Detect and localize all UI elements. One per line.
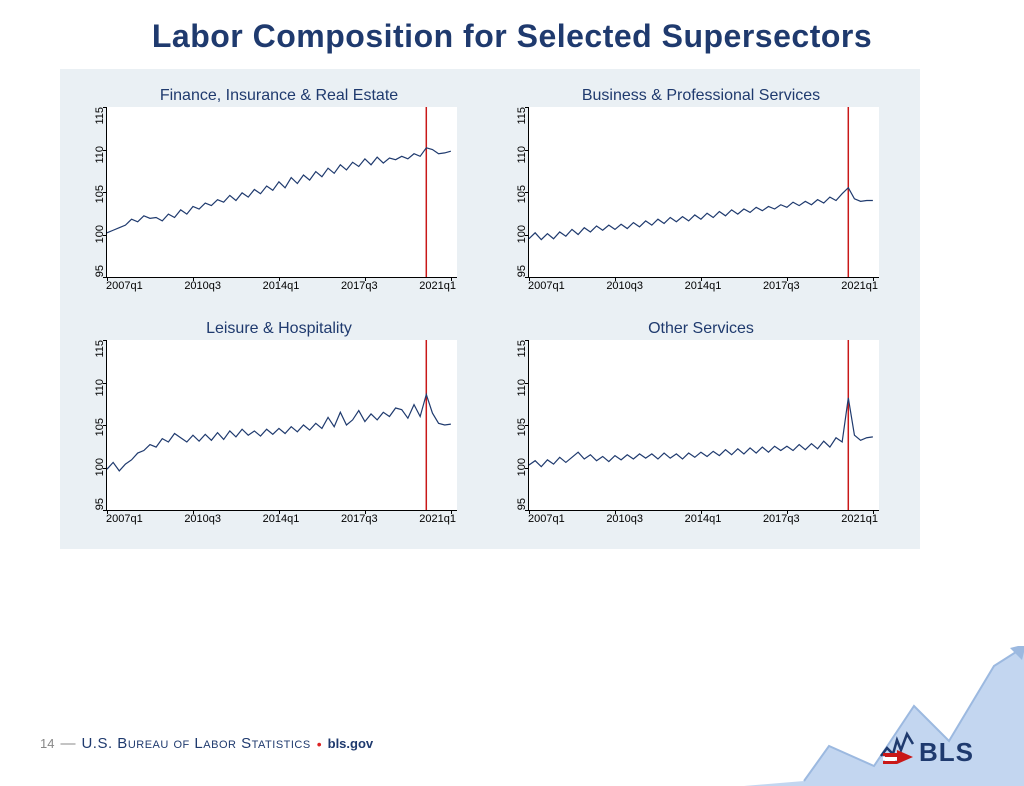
footer-org: U.S. Bureau of Labor Statistics <box>81 735 310 752</box>
x-axis: 2007q1 2010q3 2014q1 2017q3 2021q1 <box>528 280 878 292</box>
footer: 14 — U.S. Bureau of Labor Statistics • b… <box>40 735 373 752</box>
x-tick: 2021q1 <box>841 513 878 525</box>
y-tick: 105 <box>517 185 528 203</box>
x-tick: 2010q3 <box>184 280 221 292</box>
series-line <box>529 398 873 467</box>
plot-area <box>528 107 879 278</box>
plot-area <box>106 340 457 511</box>
x-tick: 2017q3 <box>341 280 378 292</box>
bls-logo: BLS <box>879 730 974 774</box>
x-tick: 2017q3 <box>341 513 378 525</box>
page-number: 14 <box>40 736 54 751</box>
plot-area <box>106 107 457 278</box>
x-tick: 2010q3 <box>184 513 221 525</box>
x-tick: 2007q1 <box>106 513 143 525</box>
subplot-4: Other Services951001051101152007q12010q3… <box>502 320 900 525</box>
subplot-2: Business & Professional Services95100105… <box>502 87 900 292</box>
x-tick: 2014q1 <box>685 280 722 292</box>
x-tick: 2007q1 <box>528 280 565 292</box>
footer-site: bls.gov <box>328 736 374 751</box>
x-tick: 2021q1 <box>419 513 456 525</box>
series-line <box>107 148 451 233</box>
x-tick: 2010q3 <box>606 513 643 525</box>
subplot-3: Leisure & Hospitality951001051101152007q… <box>80 320 478 525</box>
plot-area <box>528 340 879 511</box>
y-tick: 95 <box>517 265 528 277</box>
subplot-title: Finance, Insurance & Real Estate <box>80 87 478 105</box>
y-tick: 95 <box>517 498 528 510</box>
y-tick: 115 <box>517 340 528 358</box>
y-tick: 115 <box>517 107 528 125</box>
x-tick: 2010q3 <box>606 280 643 292</box>
x-tick: 2014q1 <box>263 513 300 525</box>
y-tick: 105 <box>95 418 106 436</box>
y-tick: 95 <box>95 498 106 510</box>
subplot-title: Other Services <box>502 320 900 338</box>
x-tick: 2007q1 <box>106 280 143 292</box>
x-tick: 2021q1 <box>419 280 456 292</box>
x-axis: 2007q1 2010q3 2014q1 2017q3 2021q1 <box>106 513 456 525</box>
footer-dash: — <box>60 735 75 752</box>
x-tick: 2017q3 <box>763 513 800 525</box>
subplot-1: Finance, Insurance & Real Estate95100105… <box>80 87 478 292</box>
y-tick: 105 <box>95 185 106 203</box>
subplot-title: Leisure & Hospitality <box>80 320 478 338</box>
x-tick: 2021q1 <box>841 280 878 292</box>
bls-text: BLS <box>919 737 974 768</box>
chart-panel: Finance, Insurance & Real Estate95100105… <box>60 69 920 549</box>
x-tick: 2014q1 <box>685 513 722 525</box>
subplot-title: Business & Professional Services <box>502 87 900 105</box>
x-axis: 2007q1 2010q3 2014q1 2017q3 2021q1 <box>106 280 456 292</box>
series-line <box>107 394 451 471</box>
page-title: Labor Composition for Selected Supersect… <box>0 18 1024 55</box>
x-tick: 2014q1 <box>263 280 300 292</box>
y-tick: 115 <box>95 340 106 358</box>
x-axis: 2007q1 2010q3 2014q1 2017q3 2021q1 <box>528 513 878 525</box>
footer-bullet: • <box>317 736 322 752</box>
y-tick: 95 <box>95 265 106 277</box>
series-line <box>529 188 873 240</box>
y-tick: 105 <box>517 418 528 436</box>
x-tick: 2007q1 <box>528 513 565 525</box>
x-tick: 2017q3 <box>763 280 800 292</box>
y-tick: 115 <box>95 107 106 125</box>
